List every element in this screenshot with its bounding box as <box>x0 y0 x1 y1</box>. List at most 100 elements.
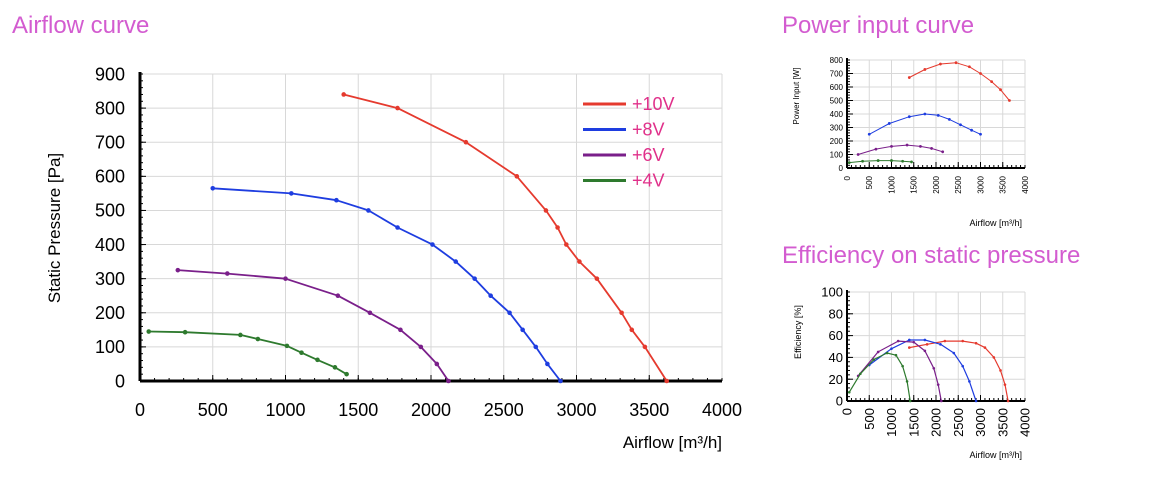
airflow-series-3-point <box>344 371 349 377</box>
power-series-0-point <box>907 76 911 79</box>
airflow-series-1-point <box>533 344 539 350</box>
power-series-line-3 <box>849 160 912 164</box>
power-y-tick-label: 200 <box>830 137 844 146</box>
efficiency-series-1-point <box>952 351 956 355</box>
efficiency-title: Efficiency on static pressure <box>782 242 1081 269</box>
airflow-series-0-point <box>594 276 600 281</box>
airflow-series-1-point <box>210 185 216 191</box>
airflow-series-3-point <box>238 332 243 338</box>
airflow-series-2-point <box>434 361 440 367</box>
efficiency-series-2-point <box>932 367 936 370</box>
airflow-y-tick-label: 700 <box>95 133 125 153</box>
power-series-0-point <box>990 80 994 83</box>
power-series-0-point <box>1008 99 1011 102</box>
efficiency-x-tick-label: 4000 <box>1018 408 1033 437</box>
power-y-tick-label: 400 <box>830 110 844 119</box>
efficiency-x-tick-label: 2000 <box>929 408 944 437</box>
efficiency-series-3-point <box>908 399 912 403</box>
power-x-tick-label: 0 <box>843 175 852 180</box>
power-x-axis-label: Airflow [m³/h] <box>969 218 1022 228</box>
power-y-tick-label: 800 <box>830 56 844 65</box>
efficiency-series-0-point <box>1003 383 1007 386</box>
efficiency-series-0-point <box>908 346 911 349</box>
airflow-series-1-point <box>453 259 459 264</box>
legend-entry-1: +8V <box>632 120 665 140</box>
airflow-x-tick-label: 500 <box>198 400 228 420</box>
power-y-tick-label: 500 <box>830 96 844 105</box>
airflow-series-1-point <box>289 191 294 196</box>
airflow-series-1-point <box>334 197 339 203</box>
power-series-3-point <box>901 159 905 163</box>
efficiency-series-3-point <box>885 351 889 355</box>
airflow-series-1-point <box>472 276 477 281</box>
efficiency-series-2-point <box>940 399 943 403</box>
legend-entry-3: +4V <box>632 171 665 191</box>
power-y-tick-label: 700 <box>830 69 844 78</box>
airflow-x-tick-label: 2000 <box>411 400 451 420</box>
airflow-series-0-point <box>629 327 635 333</box>
power-series-0-point <box>979 72 982 75</box>
airflow-series-0-point <box>564 242 569 247</box>
airflow-y-axis-label: Static Pressure [Pa] <box>45 153 64 303</box>
power-series-0-point <box>967 65 971 69</box>
power-series-2-point <box>856 153 860 156</box>
power-x-tick-label: 1000 <box>887 175 896 193</box>
airflow-series-line-1 <box>212 187 562 382</box>
airflow-series-0-point <box>555 225 560 230</box>
power-y-axis-label: Power Input [W] <box>792 68 801 125</box>
airflow-x-tick-label: 0 <box>135 400 145 420</box>
power-series-line-1 <box>869 113 981 135</box>
airflow-series-1-point <box>545 361 550 367</box>
efficiency-x-tick-label: 3500 <box>995 408 1010 437</box>
airflow-series-0-point <box>664 378 670 384</box>
efficiency-series-1-point <box>974 399 978 403</box>
airflow-series-1-point <box>558 378 563 384</box>
airflow-series-0-point <box>341 92 347 97</box>
power-series-1-point <box>979 132 982 136</box>
power-x-tick-label: 3500 <box>999 175 1008 193</box>
airflow-series-0-point <box>543 208 549 213</box>
airflow-series-2-point <box>418 344 424 350</box>
power-x-tick-label: 2000 <box>932 175 941 193</box>
airflow-series-3-point <box>299 350 304 355</box>
airflow-x-tick-label: 4000 <box>702 400 742 420</box>
efficiency-series-0-point <box>1006 399 1010 403</box>
power-y-tick-label: 100 <box>830 150 844 159</box>
efficiency-series-0-point <box>999 369 1002 372</box>
airflow-series-2-point <box>335 293 341 299</box>
power-x-tick-label: 3000 <box>976 175 985 193</box>
efficiency-series-line-2 <box>857 340 942 402</box>
efficiency-y-tick-label: 40 <box>829 350 843 365</box>
power-series-2-point <box>874 147 878 151</box>
airflow-y-tick-label: 0 <box>115 371 125 391</box>
airflow-series-0-point <box>463 139 469 145</box>
efficiency-series-1-point <box>923 338 927 342</box>
airflow-series-2-point <box>283 276 288 281</box>
airflow-series-line-2 <box>177 269 450 382</box>
airflow-series-3-point <box>255 336 261 342</box>
efficiency-series-3-point <box>859 372 862 376</box>
airflow-series-2-point <box>398 327 403 333</box>
legend-entry-0: +10V <box>632 94 675 114</box>
power-series-2-point <box>890 145 893 148</box>
power-series-1-point <box>936 113 940 117</box>
power-series-2-point <box>930 147 933 150</box>
efficiency-series-0-point <box>925 343 929 346</box>
efficiency-series-0-point <box>943 339 947 343</box>
efficiency-series-2-point <box>912 340 916 344</box>
efficiency-series-0-point <box>983 346 987 349</box>
power-y-tick-label: 0 <box>839 164 844 173</box>
power-x-tick-label: 1500 <box>910 175 919 193</box>
airflow-x-tick-label: 1500 <box>338 400 378 420</box>
power-input-title: Power input curve <box>782 12 975 39</box>
efficiency-y-tick-label: 80 <box>829 306 843 321</box>
efficiency-y-tick-label: 0 <box>836 394 843 409</box>
efficiency-series-1-point <box>961 364 964 368</box>
power-series-1-point <box>907 115 911 119</box>
efficiency-series-0-point <box>974 341 978 345</box>
power-series-line-2 <box>857 144 943 155</box>
power-y-tick-label: 300 <box>830 123 844 132</box>
efficiency-x-tick-label: 500 <box>862 408 877 430</box>
airflow-series-2-point <box>367 310 373 316</box>
